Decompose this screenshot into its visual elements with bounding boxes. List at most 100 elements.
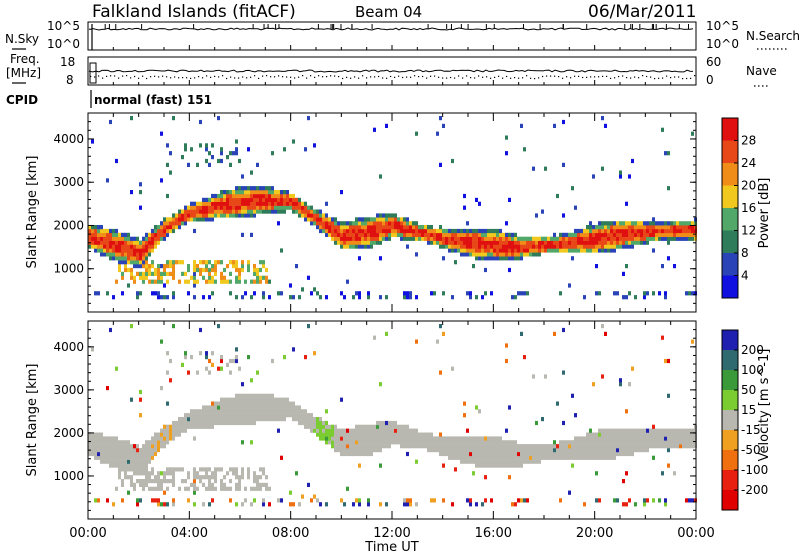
- velocity-cell: [358, 444, 361, 449]
- power-cell: [415, 225, 418, 230]
- velocity-cell: [592, 455, 595, 460]
- power-cell: [484, 236, 487, 241]
- power-cell: [511, 240, 514, 245]
- velocity-cell: [631, 451, 634, 457]
- power-cell: [343, 221, 346, 226]
- power-cell: [505, 135, 508, 140]
- velocity-cell: [361, 428, 364, 433]
- power-cell: [196, 205, 199, 210]
- power-cell: [541, 240, 544, 245]
- velocity-cell: [106, 448, 109, 453]
- nave-dot: [458, 75, 460, 77]
- power-cell: [469, 295, 472, 300]
- power-cell: [430, 291, 433, 296]
- power-cell: [457, 232, 460, 237]
- power-cell: [415, 221, 418, 226]
- power-cell: [187, 209, 190, 214]
- power-cell: [436, 240, 439, 245]
- velocity-cell: [256, 417, 259, 422]
- power-cell: [604, 240, 607, 245]
- velocity-cell: [511, 448, 514, 453]
- velocity-cell: [502, 459, 505, 464]
- power-cell: [259, 275, 262, 280]
- velocity-cell: [322, 420, 325, 426]
- velocity-cell: [118, 467, 121, 472]
- nave-dot: [542, 75, 544, 78]
- power-cell: [316, 209, 319, 214]
- velocity-cell: [604, 428, 607, 433]
- power-cell: [334, 225, 337, 230]
- velocity-cell: [163, 424, 166, 429]
- velocity-cell: [121, 467, 124, 472]
- power-cell: [244, 291, 247, 296]
- cpid-label: CPID: [6, 93, 38, 107]
- power-cell: [619, 221, 622, 226]
- power-cell: [418, 225, 421, 230]
- velocity-cell: [514, 459, 517, 464]
- velocity-cell: [244, 417, 247, 422]
- velocity-cell: [121, 440, 124, 445]
- power-cell: [151, 264, 154, 269]
- velocity-cell: [256, 475, 259, 480]
- power-cell: [367, 240, 370, 245]
- velocity-cell: [583, 451, 586, 457]
- velocity-cell: [271, 417, 274, 422]
- power-cell: [334, 232, 337, 237]
- power-cell: [487, 248, 490, 253]
- power-cell: [235, 190, 238, 195]
- freq-panel: Freq. [MHz] 18 8 60 0 Nave: [6, 52, 777, 87]
- velocity-cell: [283, 409, 286, 414]
- power-cell: [526, 248, 529, 253]
- velocity-cell: [256, 393, 259, 398]
- nsky-panel: N.Sky 10^5 10^0 10^5 10^0 N.Search: [5, 19, 800, 51]
- power-cell: [262, 291, 265, 296]
- velocity-cell: [322, 428, 325, 433]
- velocity-cell: [373, 432, 376, 437]
- power-cell: [619, 228, 622, 234]
- power-cell: [298, 205, 301, 210]
- velocity-cell: [148, 444, 151, 449]
- velocity-cell: [208, 424, 211, 429]
- velocity-cell: [466, 451, 469, 457]
- velocity-cell: [637, 440, 640, 445]
- velocity-cell: [622, 448, 625, 453]
- power-cell: [229, 193, 232, 199]
- power-cell: [346, 236, 349, 241]
- velocity-cell: [511, 455, 514, 460]
- velocity-cell: [409, 432, 412, 437]
- velocity-cell: [100, 451, 103, 457]
- power-cell: [523, 252, 526, 257]
- velocity-cell: [358, 448, 361, 453]
- velocity-cell: [250, 417, 253, 422]
- power-cell: [460, 244, 463, 249]
- velocity-ylabel: Slant Range [km]: [25, 364, 40, 477]
- power-cell: [343, 236, 346, 241]
- power-cell: [157, 232, 160, 237]
- power-cell: [409, 228, 412, 234]
- velocity-cell: [343, 444, 346, 449]
- velocity-cell: [313, 420, 316, 426]
- velocity-cell: [574, 436, 577, 441]
- velocity-cell: [202, 417, 205, 422]
- power-cell: [577, 248, 580, 253]
- velocity-cell: [433, 448, 436, 453]
- power-cell: [142, 244, 145, 249]
- power-cell: [505, 248, 508, 253]
- power-cell: [154, 271, 157, 276]
- velocity-cell: [691, 436, 694, 441]
- power-cell: [106, 228, 109, 234]
- velocity-cell: [421, 440, 424, 445]
- power-cell: [193, 260, 196, 265]
- velocity-cell: [217, 467, 220, 472]
- power-cell: [355, 221, 358, 226]
- power-cell: [307, 209, 310, 214]
- power-cell: [379, 225, 382, 230]
- beam-label: Beam 04: [355, 3, 422, 21]
- velocity-cell: [607, 436, 610, 441]
- power-cell: [253, 197, 256, 202]
- power-cell: [97, 240, 100, 245]
- velocity-cell: [454, 448, 457, 453]
- velocity-cell: [130, 482, 133, 487]
- power-cell: [325, 228, 328, 234]
- power-cell: [142, 279, 145, 284]
